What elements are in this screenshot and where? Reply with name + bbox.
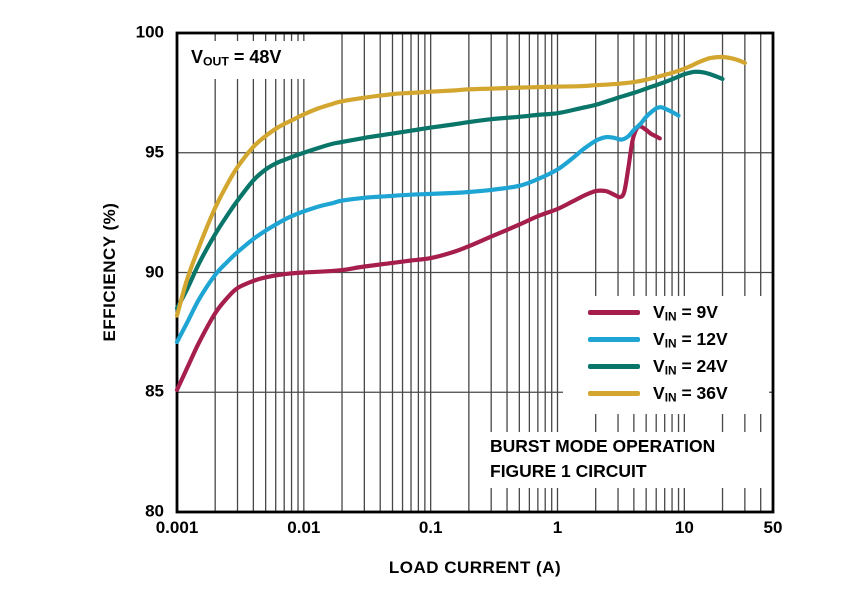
legend-label-suffix: = 36V: [676, 382, 728, 403]
legend-label-9v: VIN = 9V: [653, 302, 718, 324]
note-line-2: FIGURE 1 CIRCUIT: [490, 461, 647, 481]
legend-label-prefix: V: [653, 382, 665, 403]
x-tick-label: 0.1: [418, 518, 443, 537]
legend-label-sub: IN: [664, 390, 677, 405]
legend-row-36v: VIN = 36V: [588, 380, 728, 407]
legend-label-sub: IN: [664, 363, 677, 378]
vout-annotation-suffix: = 48V: [228, 47, 282, 67]
x-tick-label: 50: [763, 518, 783, 537]
note-text: BURST MODE OPERATION FIGURE 1 CIRCUIT: [490, 434, 715, 484]
legend-label-36v: VIN = 36V: [653, 383, 728, 405]
y-tick-label: 80: [145, 501, 164, 521]
legend-label-prefix: V: [653, 328, 665, 349]
x-tick-label: 10: [674, 518, 694, 537]
legend-row-9v: VIN = 9V: [588, 299, 728, 326]
curve-vin-9v: [174, 124, 662, 392]
legend-label-suffix: = 9V: [676, 301, 718, 322]
legend-label-suffix: = 24V: [676, 355, 728, 376]
vout-annotation-prefix: V: [191, 47, 204, 67]
y-tick-label: 100: [135, 22, 164, 42]
legend-swatch-9v: [588, 310, 640, 315]
note-line-1: BURST MODE OPERATION: [490, 436, 716, 456]
label-mask: [483, 432, 763, 488]
x-axis-title: LOAD CURRENT (A): [388, 558, 562, 577]
legend-label-suffix: = 12V: [676, 328, 728, 349]
plot-frame: [175, 31, 775, 514]
y-axis-title: EFFICIENCY (%): [100, 202, 119, 342]
legend-label-prefix: V: [653, 355, 665, 376]
curve-vin-36v: [174, 54, 747, 318]
y-tick-label: 95: [145, 142, 164, 162]
legend-label-sub: IN: [664, 336, 677, 351]
x-tick-label: 0.001: [155, 518, 199, 537]
legend-row-12v: VIN = 12V: [588, 326, 728, 353]
vout-annotation-sub: OUT: [203, 54, 229, 69]
legend-swatch-36v: [588, 391, 640, 396]
curve-vin-24v: [174, 69, 725, 311]
legend-row-24v: VIN = 24V: [588, 353, 728, 380]
curve-vin-12v: [174, 105, 681, 345]
legend-label-sub: IN: [664, 309, 677, 324]
label-mask: [184, 41, 332, 79]
vout-annotation: VOUT = 48V: [191, 47, 281, 69]
legend-label-24v: VIN = 24V: [653, 356, 728, 378]
x-tick-label: 0.01: [287, 518, 321, 537]
legend-label-prefix: V: [653, 301, 665, 322]
legend: VIN = 9V VIN = 12V VIN = 24V VIN = 36V: [588, 299, 728, 407]
legend-swatch-12v: [588, 337, 640, 342]
y-tick-label: 85: [145, 381, 164, 401]
legend-swatch-24v: [588, 364, 640, 369]
x-tick-label: 1: [552, 518, 563, 537]
legend-label-12v: VIN = 12V: [653, 329, 728, 351]
y-tick-label: 90: [145, 262, 164, 282]
